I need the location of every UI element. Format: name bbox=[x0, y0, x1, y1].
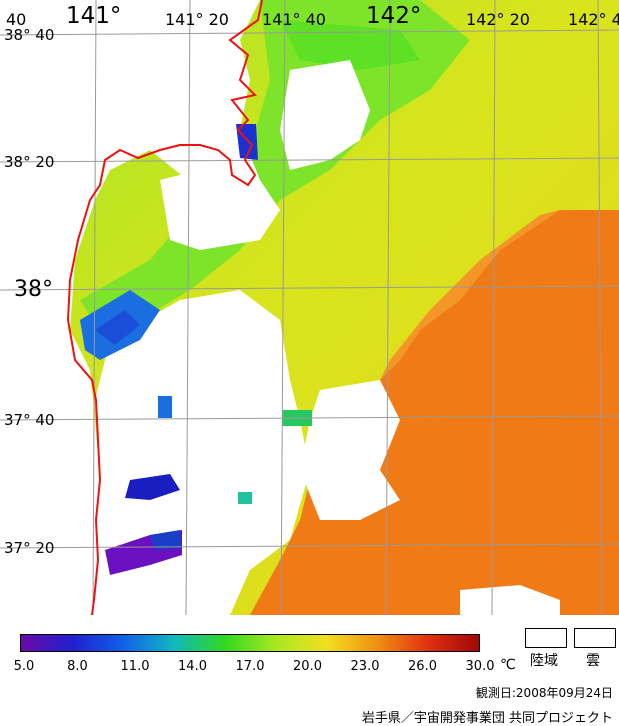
lat-label-37-40: 37° 40 bbox=[4, 411, 55, 429]
cloud-south bbox=[460, 585, 560, 615]
land-legend-label: 陸域 bbox=[530, 653, 558, 669]
observation-date: 観測日:2008年09月24日 bbox=[475, 686, 613, 700]
scale-tick-label: 30.0 bbox=[465, 659, 495, 674]
cold-south-patch-1 bbox=[125, 474, 180, 500]
scale-unit: ℃ bbox=[500, 657, 516, 673]
green-band bbox=[80, 0, 470, 330]
lon-label-142-40: 142° 4 bbox=[568, 10, 619, 29]
cold-bay-core bbox=[95, 310, 140, 345]
lon-label-142: 142° bbox=[366, 3, 422, 29]
scale-tick-label: 11.0 bbox=[120, 659, 150, 674]
cloud-east bbox=[300, 380, 400, 520]
cloud-legend-swatch bbox=[574, 628, 616, 648]
scale-tick-label: 5.0 bbox=[13, 659, 35, 674]
scale-tick-label: 14.0 bbox=[178, 659, 207, 674]
cloud-center bbox=[90, 290, 310, 615]
cloud-legend-label: 雲 bbox=[586, 653, 600, 669]
scale-tick-label: 26.0 bbox=[408, 659, 437, 674]
land-west bbox=[0, 0, 260, 615]
lon-label-corner: 40 bbox=[6, 10, 27, 29]
scale-tick-label: 23.0 bbox=[350, 659, 380, 674]
scale-tick-label: 8.0 bbox=[67, 659, 88, 674]
cloud-north bbox=[280, 60, 370, 170]
coastline bbox=[66, 0, 263, 615]
cold-south-patch-3 bbox=[150, 530, 182, 550]
lon-label-141-20: 141° 20 bbox=[165, 10, 229, 29]
scale-tick-label: 17.0 bbox=[235, 659, 265, 674]
lat-label-37-20: 37° 20 bbox=[4, 539, 55, 557]
cold-small-patch bbox=[158, 396, 172, 418]
land-legend-swatch bbox=[525, 628, 567, 648]
lon-label-142-20: 142° 20 bbox=[466, 10, 530, 29]
teal-small-patch bbox=[238, 492, 252, 504]
temperature-color-scale bbox=[20, 634, 480, 652]
grid-lines bbox=[0, 0, 619, 615]
lat-label-38: 38° bbox=[14, 277, 53, 302]
lat-label-38-40: 38° 40 bbox=[4, 26, 55, 44]
lon-label-141: 141° bbox=[66, 3, 122, 29]
credit-line: 岩手県／宇宙開発事業団 共同プロジェクト bbox=[361, 711, 613, 726]
cloud-mid bbox=[160, 170, 280, 250]
scale-tick-label: 20.0 bbox=[293, 659, 322, 674]
lat-label-38-20: 38° 20 bbox=[4, 153, 55, 171]
sea-surface-temperature-map bbox=[0, 0, 619, 615]
lon-label-141-40: 141° 40 bbox=[262, 10, 326, 29]
